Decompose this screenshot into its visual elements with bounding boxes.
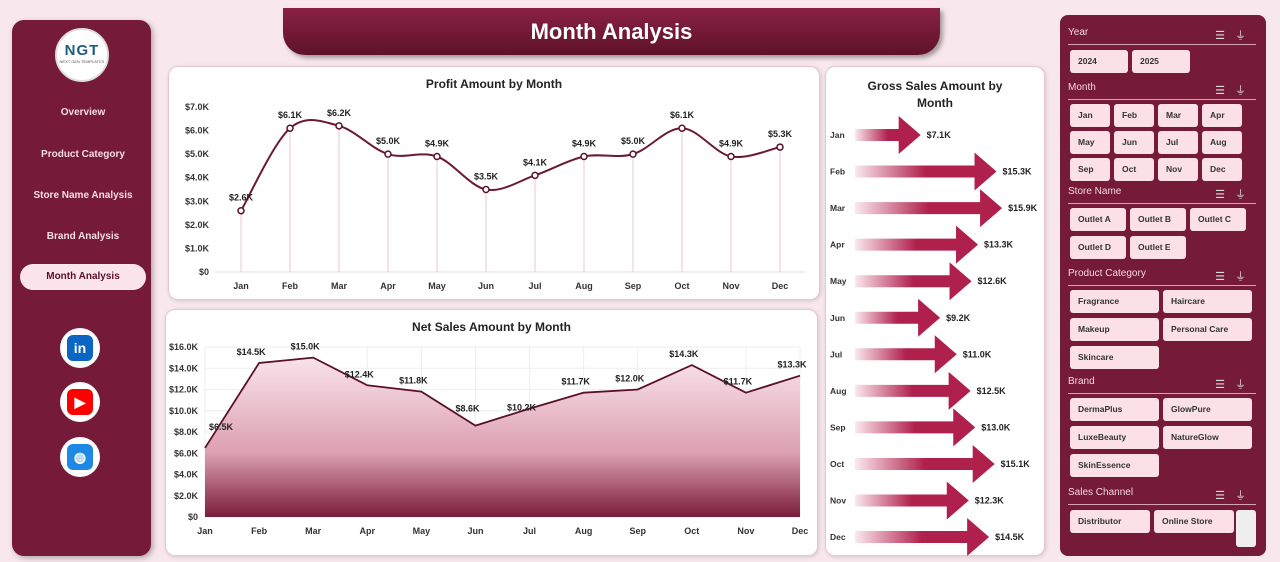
multi-select-icon[interactable]: ☰ [1215,379,1235,391]
slicer-title: Month [1068,82,1096,93]
slicer-item[interactable]: Fragrance [1070,290,1159,313]
slicer-item[interactable]: Mar [1158,104,1198,127]
slicer-brand: Brand ☰⏚ [1068,376,1256,394]
youtube-link[interactable]: ▶ [60,382,100,422]
nav-item-overview[interactable]: Overview [60,107,106,118]
slicer-item[interactable]: Outlet E [1130,236,1186,259]
clear-filter-icon[interactable]: ⏚ [1235,85,1256,97]
sidebar: NGT NEXT GEN TEMPLATES Overview Product Ca… [12,20,151,556]
globe-link[interactable]: ◍ [60,437,100,477]
slicer-item[interactable]: Personal Care [1163,318,1252,341]
page-title: Month Analysis [283,8,940,55]
slicer-item[interactable]: Outlet A [1070,208,1126,231]
slicer-item[interactable]: LuxeBeauty [1070,426,1159,449]
slicer-item[interactable]: GlowPure [1163,398,1252,421]
slicer-item[interactable]: NatureGlow [1163,426,1252,449]
clear-filter-icon[interactable]: ⏚ [1235,30,1256,42]
slicer-item[interactable]: DermaPlus [1070,398,1159,421]
slicer-title: Store Name [1068,186,1122,197]
slicer-title: Year [1068,27,1089,38]
slicer-title: Sales Channel [1068,487,1134,498]
slicer-icons: ☰⏚ [1215,376,1256,392]
chart-title: Gross Sales Amount by Month [867,79,1003,110]
slicer-item[interactable]: Haircare [1163,290,1252,313]
linkedin-icon: in [67,335,93,361]
multi-select-icon[interactable]: ☰ [1215,30,1235,42]
slicer-store-name: Store Name ☰⏚ [1068,186,1256,204]
chart-title: Profit Amount by Month [425,77,563,91]
net-sales-chart-card: Net Sales Amount by Month [165,309,818,556]
slicer-month: Month ☰⏚ [1068,82,1256,100]
slicer-item[interactable]: Outlet C [1190,208,1246,231]
multi-select-icon[interactable]: ☰ [1215,189,1235,201]
multi-select-icon[interactable]: ☰ [1215,490,1235,502]
slicer-item[interactable]: Dec [1202,158,1242,181]
slicer-item[interactable]: 2025 [1132,50,1190,73]
multi-select-icon[interactable]: ☰ [1215,85,1235,97]
slicer-item[interactable]: Outlet B [1130,208,1186,231]
slicer-icons: ☰⏚ [1215,27,1256,43]
gross-sales-chart-card: Gross Sales Amount by Month [825,66,1045,556]
slicer-item[interactable]: Feb [1114,104,1154,127]
clear-filter-icon[interactable]: ⏚ [1235,189,1256,201]
nav-item-product-category[interactable]: Product Category [41,149,125,160]
slicer-sales-channel: Sales Channel ☰⏚ [1068,487,1256,505]
slicer-title: Brand [1068,376,1095,387]
slicer-item[interactable]: May [1070,131,1110,154]
slicer-scrollbar[interactable] [1236,510,1256,547]
slicer-year: Year ☰⏚ [1068,27,1256,45]
clear-filter-icon[interactable]: ⏚ [1235,271,1256,283]
globe-icon: ◍ [67,444,93,470]
multi-select-icon[interactable]: ☰ [1215,271,1235,283]
slicer-item[interactable]: Sep [1070,158,1110,181]
chart-title: Net Sales Amount by Month [412,320,571,334]
slicer-item[interactable]: Oct [1114,158,1154,181]
slicer-item[interactable]: Aug [1202,131,1242,154]
clear-filter-icon[interactable]: ⏚ [1235,490,1256,502]
nav-item-store-name-analysis[interactable]: Store Name Analysis [33,190,133,201]
slicer-icons: ☰⏚ [1215,268,1256,284]
slicer-item[interactable]: Skincare [1070,346,1159,369]
slicer-item[interactable]: Makeup [1070,318,1159,341]
slicer-item[interactable]: Nov [1158,158,1198,181]
slicer-item[interactable]: Distributor [1070,510,1150,533]
slicer-item[interactable]: SkinEssence [1070,454,1159,477]
slicer-icons: ☰⏚ [1215,487,1256,503]
slicer-item[interactable]: Jun [1114,131,1154,154]
profit-chart-card: Profit Amount by Month [168,66,820,300]
nav-item-month-analysis[interactable]: Month Analysis [20,264,146,290]
slicer-product-category: Product Category ☰⏚ [1068,268,1256,286]
logo: NGT NEXT GEN TEMPLATES [55,28,109,82]
slicer-item[interactable]: Outlet D [1070,236,1126,259]
slicer-item[interactable]: 2024 [1070,50,1128,73]
linkedin-link[interactable]: in [60,328,100,368]
slicer-icons: ☰⏚ [1215,82,1256,98]
filter-panel: Year ☰⏚ 2024 2025 Month ☰⏚ Jan Feb Mar Apr May Jun J… [1060,15,1266,556]
slicer-title: Product Category [1068,268,1146,279]
slicer-item[interactable]: Jul [1158,131,1198,154]
slicer-item[interactable]: Apr [1202,104,1242,127]
slicer-icons: ☰⏚ [1215,186,1256,202]
slicer-item[interactable]: Jan [1070,104,1110,127]
clear-filter-icon[interactable]: ⏚ [1235,379,1256,391]
nav-item-brand-analysis[interactable]: Brand Analysis [46,231,120,242]
slicer-item[interactable]: Online Store [1154,510,1234,533]
youtube-icon: ▶ [67,389,93,415]
